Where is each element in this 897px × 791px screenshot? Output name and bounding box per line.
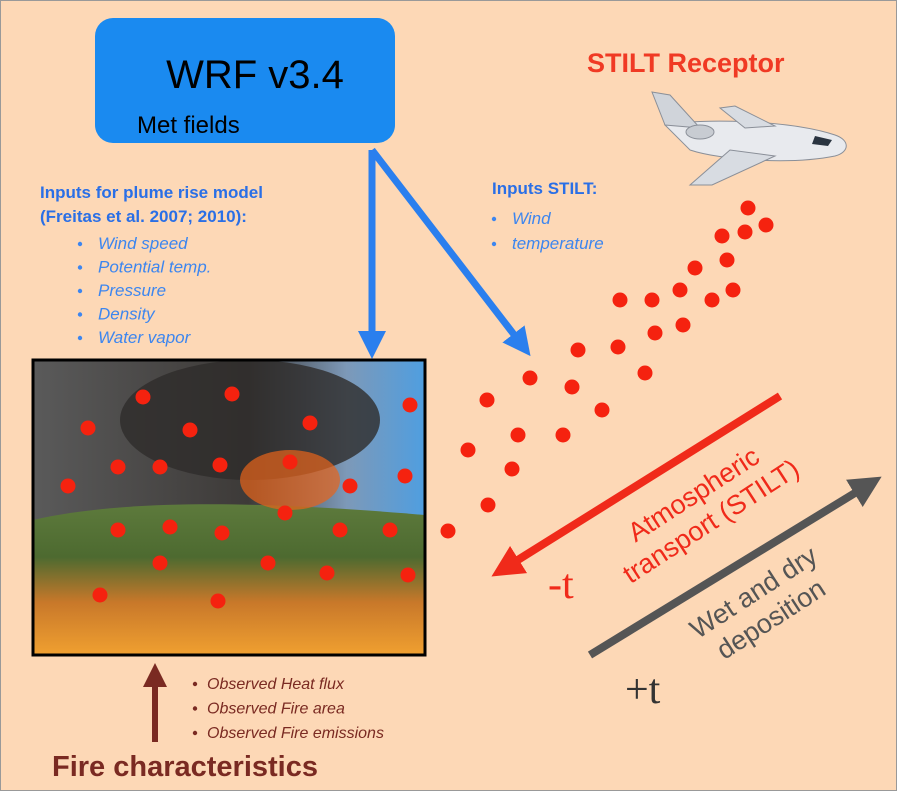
transport-time: -t bbox=[548, 562, 574, 608]
list-item: Density bbox=[98, 305, 156, 324]
arrow-transport bbox=[491, 392, 783, 577]
particle bbox=[725, 282, 741, 298]
bullet bbox=[491, 216, 497, 222]
particle bbox=[504, 461, 520, 477]
wrf-title: WRF v3.4 bbox=[166, 53, 344, 97]
particle bbox=[110, 459, 126, 475]
particle bbox=[214, 525, 230, 541]
particle bbox=[212, 457, 228, 473]
particle bbox=[402, 397, 418, 413]
particle bbox=[637, 365, 653, 381]
bullet bbox=[77, 241, 83, 247]
particle bbox=[479, 392, 495, 408]
bullet bbox=[192, 706, 198, 711]
arrow-deposition bbox=[587, 476, 882, 659]
particle bbox=[260, 555, 276, 571]
particle bbox=[687, 260, 703, 276]
particle bbox=[594, 402, 610, 418]
particle bbox=[555, 427, 571, 443]
particle bbox=[758, 217, 774, 233]
particle bbox=[182, 422, 198, 438]
particle bbox=[135, 389, 151, 405]
particle bbox=[480, 497, 496, 513]
particle bbox=[80, 420, 96, 436]
plume-heading: Inputs for plume rise model bbox=[40, 183, 263, 202]
bullet bbox=[491, 241, 497, 247]
particle bbox=[302, 415, 318, 431]
list-item: Water vapor bbox=[98, 328, 192, 347]
list-item: Wind speed bbox=[98, 234, 188, 253]
bullet bbox=[192, 681, 198, 687]
list-item: Potential temp. bbox=[98, 258, 211, 277]
particle bbox=[719, 252, 735, 268]
particle bbox=[644, 292, 660, 308]
list-item: temperature bbox=[512, 234, 604, 253]
particle bbox=[277, 505, 293, 521]
particle bbox=[675, 317, 691, 333]
particle bbox=[397, 468, 413, 484]
particle bbox=[460, 442, 476, 458]
particle bbox=[282, 454, 298, 470]
particle bbox=[152, 555, 168, 571]
receptor-label: STILT Receptor bbox=[587, 48, 785, 78]
particle bbox=[92, 587, 108, 603]
list-item: Observed Heat flux bbox=[207, 676, 345, 693]
fire-label: Fire characteristics bbox=[52, 751, 318, 783]
wrf-subtitle: Met fields bbox=[137, 112, 240, 139]
particle bbox=[162, 519, 178, 535]
particle bbox=[612, 292, 628, 308]
particle bbox=[400, 567, 416, 583]
bullet bbox=[77, 288, 83, 294]
arrow-stilt bbox=[369, 147, 531, 357]
particle bbox=[60, 478, 76, 494]
particle bbox=[564, 379, 580, 395]
particle bbox=[740, 200, 756, 216]
fire-photo bbox=[31, 358, 427, 657]
list-item: Wind bbox=[512, 209, 551, 228]
bullet bbox=[77, 312, 83, 317]
particle bbox=[332, 522, 348, 538]
particle bbox=[610, 339, 626, 355]
particle bbox=[737, 224, 753, 240]
particle bbox=[382, 522, 398, 538]
particle bbox=[714, 228, 730, 244]
list-item: Observed Fire emissions bbox=[207, 725, 384, 742]
particle bbox=[152, 459, 168, 475]
particle bbox=[224, 386, 240, 402]
particle bbox=[522, 370, 538, 386]
airplane bbox=[651, 91, 847, 186]
particle bbox=[342, 478, 358, 494]
bullet bbox=[192, 730, 198, 736]
bullet bbox=[77, 265, 83, 270]
list-item: Pressure bbox=[98, 281, 166, 300]
plume-heading: (Freitas et al. 2007; 2010): bbox=[40, 207, 247, 226]
particle bbox=[647, 325, 663, 341]
deposition-time: +t bbox=[625, 667, 661, 713]
wrf-box bbox=[95, 18, 395, 143]
particle bbox=[672, 282, 688, 298]
particle bbox=[570, 342, 586, 358]
particle bbox=[510, 427, 526, 443]
particle bbox=[319, 565, 335, 581]
bullet bbox=[77, 335, 83, 341]
stilt-heading: Inputs STILT: bbox=[492, 179, 597, 198]
particle bbox=[440, 523, 456, 539]
particle bbox=[704, 292, 720, 308]
particle bbox=[210, 593, 226, 609]
particle bbox=[110, 522, 126, 538]
list-item: Observed Fire area bbox=[207, 701, 345, 718]
